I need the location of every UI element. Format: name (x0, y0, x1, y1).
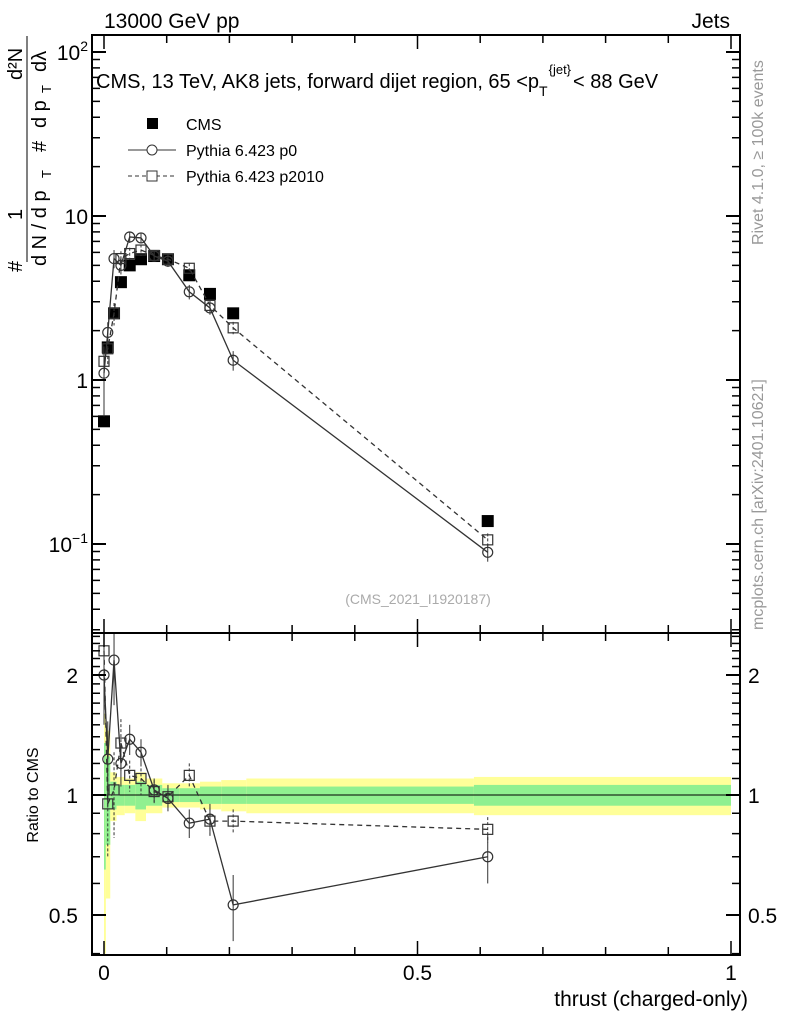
data-point-p2010 (135, 244, 147, 256)
data-point-cms (134, 253, 147, 266)
band-green (110, 781, 117, 810)
data-point-p2010 (204, 299, 216, 312)
x-tick-label: 0 (98, 962, 110, 985)
data-point-cms (203, 287, 216, 300)
data-point-p0 (482, 546, 494, 558)
data-point-p0 (108, 654, 120, 666)
ratio-tick-label-right: 2 (748, 665, 760, 688)
rivet-label: Rivet 4.1.0, ≥ 100k events (750, 60, 767, 245)
y-tick-label: 1 (76, 370, 88, 393)
data-point-p2010 (227, 322, 239, 334)
data-point-p0 (482, 851, 494, 863)
data-point-p2010 (102, 798, 114, 810)
ylabel-dlambda: dλ (29, 51, 51, 72)
data-point-cms (227, 307, 240, 320)
x-tick-label: 1 (725, 962, 737, 985)
ylabel-frac1-den: d N / d p (29, 190, 51, 266)
data-point-p2010 (108, 784, 120, 796)
data-point-p0 (183, 286, 195, 298)
legend-p2010: Pythia 6.423 p2010 (186, 169, 324, 186)
data-point-p2010 (102, 343, 114, 355)
data-point-cms (114, 276, 127, 289)
data-point-p0 (108, 252, 120, 265)
y-tick-label: 10−1 (49, 530, 89, 557)
data-point-p2010 (162, 253, 174, 265)
ratio-y-label: Ratio to CMS (25, 747, 42, 842)
series-line (103, 660, 488, 906)
data-point-p0 (227, 354, 239, 366)
ylabel-frac1-num: 1 (5, 209, 27, 220)
data-marks (98, 231, 494, 942)
legend-marker-p0 (146, 144, 158, 156)
data-point-p2010 (482, 534, 494, 546)
header-left: 13000 GeV pp (104, 10, 239, 33)
ylabel-frac2-num: d²N (5, 48, 27, 80)
band-green (104, 743, 106, 870)
data-point-p2010 (204, 815, 216, 827)
data-point-p2010 (227, 815, 239, 827)
data-point-cms (183, 269, 196, 282)
ratio-tick-label-left: 0.5 (49, 905, 78, 928)
data-point-p2010 (148, 785, 160, 798)
y-axis-label: # 1 d²N d N / d p T # d p T dλ (5, 36, 54, 272)
band-green (135, 781, 147, 810)
data-point-p2010 (98, 355, 110, 367)
ratio-tick-label-right: 1 (748, 785, 760, 808)
data-point-cms (481, 515, 494, 528)
data-point-p2010 (162, 791, 174, 803)
ratio-tick-label-right: 0.5 (748, 905, 777, 928)
legend-cms: CMS (186, 117, 222, 134)
mcplots-label: mcplots.cern.ch [arXiv:2401.10621] (750, 379, 767, 630)
analysis-id: (CMS_2021_I1920187) (345, 591, 491, 607)
data-point-cms (123, 259, 136, 272)
data-point-p0 (183, 817, 195, 829)
x-axis-label: thrust (charged-only) (554, 988, 748, 1011)
ylabel-frac2-den: d p (29, 100, 51, 128)
y-tick-label: 102 (57, 38, 88, 65)
data-point-cms (98, 415, 110, 428)
data-point-p2010 (183, 262, 195, 274)
data-point-p0 (124, 733, 136, 745)
data-point-p0 (124, 231, 136, 243)
data-point-p2010 (135, 772, 147, 785)
data-point-p0 (227, 899, 239, 911)
data-point-p2010 (183, 769, 195, 781)
x-tick-label: 0.5 (403, 962, 432, 985)
ylabel-sub: T (39, 170, 54, 178)
series-line (103, 236, 489, 553)
data-point-p0 (135, 232, 147, 244)
ratio-bands (92, 713, 740, 954)
axis-ticks: 102 10 1 10−1 2 2 1 1 0.5 0.5 0 0.5 1 (49, 35, 777, 985)
legend-marker-p2010 (146, 170, 158, 182)
series-line (103, 650, 488, 831)
data-point-p2010 (108, 307, 120, 319)
data-point-p2010 (124, 247, 136, 260)
series-line (103, 249, 489, 541)
legend: CMS Pythia 6.423 p0 Pythia 6.423 p2010 (128, 117, 324, 186)
ratio-tick-label-left: 1 (66, 785, 78, 808)
data-point-p0 (135, 746, 147, 758)
y-tick-label: 10 (65, 206, 88, 229)
data-point-p2010 (148, 249, 160, 262)
header-right: Jets (691, 10, 730, 33)
ylabel-hash2: # (29, 140, 51, 152)
chart-title: CMS, 13 TeV, AK8 jets, forward dijet reg… (96, 62, 659, 99)
ylabel-sub2: T (39, 85, 54, 93)
data-point-p2010 (124, 769, 136, 781)
data-point-p2010 (482, 823, 494, 835)
ratio-tick-label-left: 2 (66, 665, 78, 688)
legend-p0: Pythia 6.423 p0 (186, 143, 297, 160)
ylabel-hash: # (5, 260, 27, 272)
legend-marker-cms (147, 118, 158, 129)
data-point-p2010 (115, 737, 127, 749)
